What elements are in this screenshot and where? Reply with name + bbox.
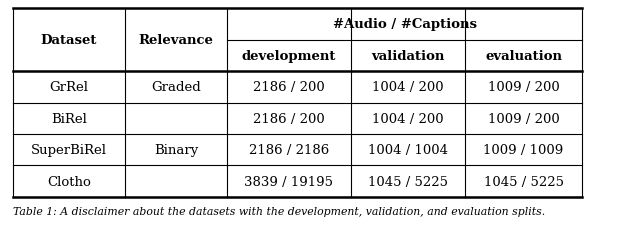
Text: 2186 / 200: 2186 / 200 xyxy=(253,112,325,125)
Text: validation: validation xyxy=(371,50,444,63)
Text: #Audio / #Captions: #Audio / #Captions xyxy=(333,18,477,31)
Text: Dataset: Dataset xyxy=(40,34,97,47)
Text: evaluation: evaluation xyxy=(485,50,562,63)
Text: 2186 / 200: 2186 / 200 xyxy=(253,81,325,94)
Text: Graded: Graded xyxy=(151,81,201,94)
Text: SuperBiRel: SuperBiRel xyxy=(31,144,107,156)
Text: Clotho: Clotho xyxy=(47,175,91,188)
Text: Relevance: Relevance xyxy=(139,34,213,47)
Text: 2186 / 2186: 2186 / 2186 xyxy=(249,144,329,156)
Text: 3839 / 19195: 3839 / 19195 xyxy=(244,175,333,188)
Text: Table 1: A disclaimer about the datasets with the development, validation, and e: Table 1: A disclaimer about the datasets… xyxy=(13,206,545,216)
Text: Binary: Binary xyxy=(154,144,198,156)
Text: 1004 / 200: 1004 / 200 xyxy=(372,112,444,125)
Text: 1009 / 1009: 1009 / 1009 xyxy=(483,144,564,156)
Text: GrRel: GrRel xyxy=(49,81,88,94)
Text: 1004 / 1004: 1004 / 1004 xyxy=(367,144,448,156)
Text: 1009 / 200: 1009 / 200 xyxy=(488,112,559,125)
Text: BiRel: BiRel xyxy=(51,112,87,125)
Text: 1009 / 200: 1009 / 200 xyxy=(488,81,559,94)
Text: 1045 / 5225: 1045 / 5225 xyxy=(484,175,564,188)
Text: 1045 / 5225: 1045 / 5225 xyxy=(367,175,448,188)
Text: development: development xyxy=(242,50,336,63)
Text: 1004 / 200: 1004 / 200 xyxy=(372,81,444,94)
